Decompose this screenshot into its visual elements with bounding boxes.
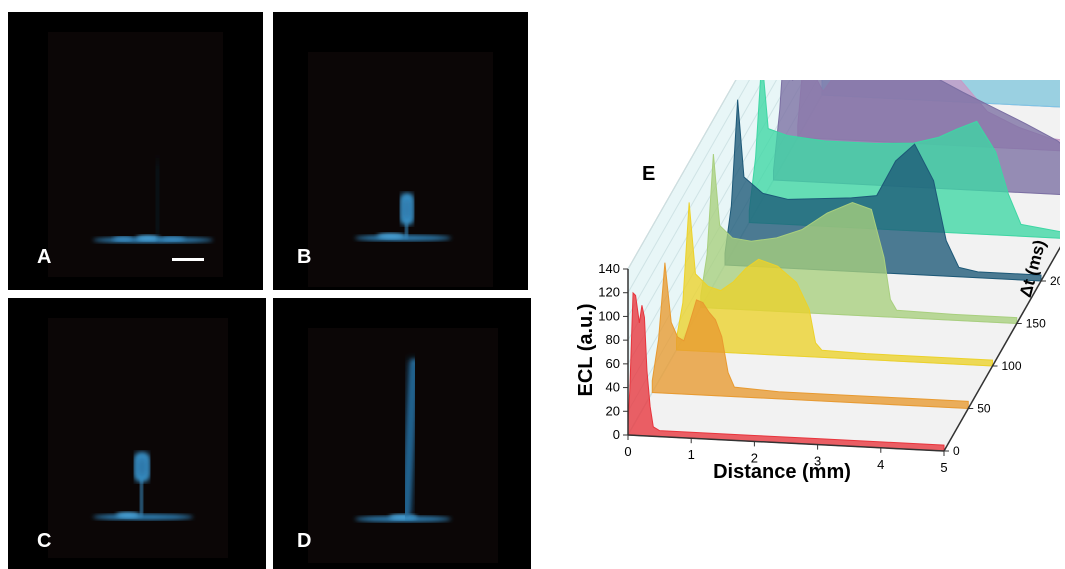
y-axis-label: ECL (a.u.) bbox=[575, 304, 597, 397]
y-tick-label: 40 bbox=[606, 380, 620, 395]
micrograph-panel-b: B bbox=[273, 12, 528, 290]
grid-line-y bbox=[627, 80, 764, 317]
x-axis-label: Distance (mm) bbox=[713, 461, 851, 483]
micrograph-c-image bbox=[48, 318, 228, 558]
scale-bar bbox=[172, 258, 204, 261]
series-area-50 bbox=[651, 262, 969, 410]
micrograph-d-image bbox=[308, 328, 498, 563]
z-tick-label: 100 bbox=[1002, 359, 1022, 373]
x-tick-label: 3 bbox=[814, 454, 821, 469]
panel-label-c: C bbox=[37, 530, 52, 552]
chart-ticks: 0123450204060801001201400501001502002503… bbox=[598, 261, 1060, 475]
z-tick-label: 150 bbox=[1026, 317, 1046, 331]
x-axis-line bbox=[627, 434, 945, 452]
z-tick-label: 200 bbox=[1050, 274, 1060, 288]
grid-line-y bbox=[627, 80, 778, 341]
y-tick-label: 120 bbox=[598, 285, 620, 300]
grid-line-y bbox=[627, 80, 737, 270]
micrograph-panel-c: C bbox=[8, 298, 266, 569]
y-tick-label: 20 bbox=[606, 403, 620, 418]
micrograph-a-image bbox=[48, 32, 223, 277]
y-tick-label: 60 bbox=[606, 356, 620, 371]
panel-label-a: A bbox=[37, 246, 52, 268]
x-tick-label: 4 bbox=[877, 457, 884, 472]
waterfall-chart: 0123450204060801001201400501001502002503… bbox=[575, 80, 1060, 483]
panel-label-b: B bbox=[297, 246, 312, 268]
micrograph-b-image bbox=[308, 52, 493, 287]
y-tick-label: 80 bbox=[606, 332, 620, 347]
x-tick-label: 0 bbox=[624, 444, 631, 459]
x-tick-label: 5 bbox=[940, 460, 947, 475]
x-tick-label: 2 bbox=[751, 450, 758, 465]
x-tick-label: 1 bbox=[688, 447, 695, 462]
z-tick-label: 50 bbox=[977, 402, 991, 416]
chart-series bbox=[627, 80, 1060, 452]
z-tick-label: 0 bbox=[953, 444, 960, 458]
panel-label-d: D bbox=[297, 530, 312, 552]
micrograph-panel-d: D bbox=[273, 298, 531, 569]
y-tick-label: 140 bbox=[598, 261, 620, 276]
y-tick-label: 100 bbox=[598, 308, 620, 323]
series-area-100 bbox=[676, 202, 993, 367]
series-area-0 bbox=[627, 291, 945, 452]
grid-line-y bbox=[627, 80, 750, 293]
y-tick-label: 0 bbox=[613, 427, 620, 442]
micrograph-panel-a: A bbox=[8, 12, 263, 290]
panel-label-e: E bbox=[642, 163, 655, 185]
